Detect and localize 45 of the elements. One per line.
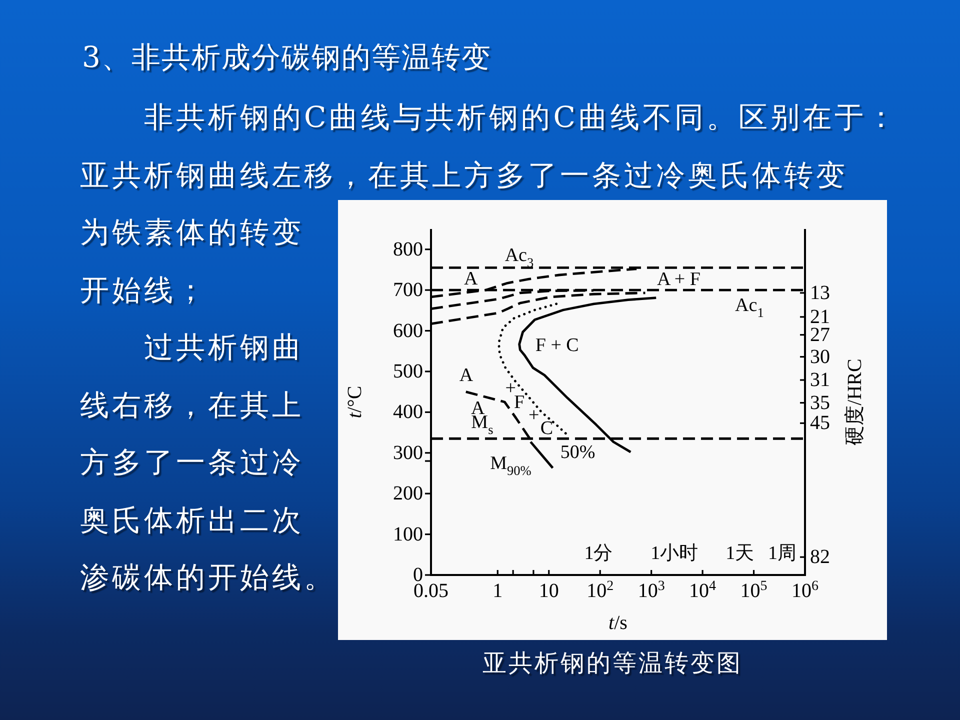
y-tick-label: 700 [393,279,423,302]
chart-title: 3、非共析成分碳钢的等温转变 [82,40,492,74]
text: 45 [810,412,830,434]
x-tick-label: 10$^{3}$ [638,578,665,602]
text: 13 [810,282,830,304]
text: 非共析钢的C曲线与共析钢的C曲线不同。区别在于：亚共析钢曲线左移，在其上方多了一条过冷奥氏体转变 [80,99,898,192]
annotation: 1分 [584,542,613,564]
y-tick-label: 400 [393,401,423,424]
x-tick-label: 0.05 [414,580,448,602]
annotation: A [464,268,478,290]
x-tick-label: 10$^{6}$ [792,578,818,602]
x-axis-title: t/s [608,612,628,634]
annotation: C [540,418,554,439]
text: 31 [810,369,830,392]
x-tick-label: 10$^{5}$ [740,578,768,602]
text: 82 [810,546,830,568]
annotation: + [528,404,540,426]
y-tick-label: 100 [393,523,423,546]
y-axis-title: t/°C [344,386,366,418]
x-tick-label: 10$^{2}$ [586,578,614,602]
annotation: 50% [560,442,596,463]
annotation: + [505,378,516,399]
annotation: Ac$_{1}$ [735,294,764,320]
y-tick-label: 300 [393,442,423,464]
y-tick-label: 800 [393,238,423,260]
annotation: A [459,364,474,386]
annotation: 1小时 [650,542,698,564]
x-tick-label: 1 [492,580,503,602]
text: 35 [810,392,830,414]
annotation: F [514,392,525,412]
text: 亚共析钢的等温转变图 [482,648,744,679]
annotation: 1周 [768,542,797,564]
annotation: A + F [657,268,700,290]
y-tick-label: 500 [393,360,423,382]
text: 30 [810,346,830,368]
annotation: F + C [535,334,579,356]
y-tick-label: 200 [393,482,423,505]
text: 过共析钢曲线右移，在其上方多了一条过冷奥氏体析出二次渗碳体的开始线。 [80,329,336,595]
annotation: M$_{90%}$ [490,452,532,478]
y2-axis-title: 硬度/HRC [844,358,866,446]
x-tick-label: 10 [538,580,559,602]
annotation: 1天 [726,542,754,564]
text: 为铁素体的转变开始线； [80,214,304,308]
x-tick-label: 10$^{4}$ [689,578,716,602]
y-tick-label: 600 [393,320,423,342]
